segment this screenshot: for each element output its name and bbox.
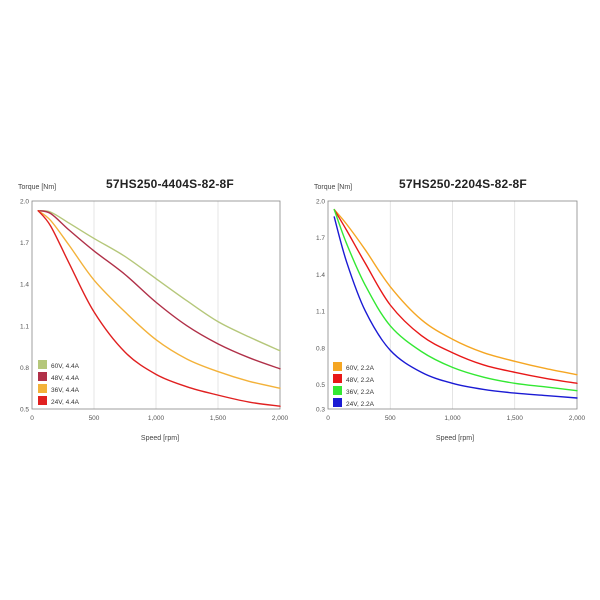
y-tick-label: 1.4 (20, 282, 29, 289)
x-axis-label: Speed [rpm] (436, 435, 474, 442)
legend-label: 36V, 4.4A (51, 387, 80, 394)
legend-label: 36V, 2.2A (346, 389, 375, 396)
chart-title: 57HS250-2204S-82-8F (399, 177, 527, 191)
legend-swatch (333, 386, 342, 395)
x-tick-label: 500 (89, 415, 100, 422)
y-tick-label: 1.1 (316, 309, 325, 316)
series-line-1 (333, 208, 578, 376)
series-line-4 (37, 210, 281, 407)
x-tick-label: 1,500 (210, 415, 227, 422)
legend-swatch (38, 396, 47, 405)
y-axis-label: Torque [Nm] (18, 184, 56, 191)
x-tick-label: 1,500 (507, 415, 524, 422)
legend: 60V, 4.4A 48V, 4.4A 36V, 4.4A 24V, 4.4A (38, 360, 80, 406)
y-tick-label: 1.7 (316, 235, 325, 242)
series-line-3 (37, 210, 281, 389)
legend-swatch (38, 384, 47, 393)
y-tick-label: 1.7 (20, 240, 29, 247)
y-tick-label: 1.4 (316, 272, 325, 279)
x-tick-label: 1,000 (444, 415, 461, 422)
legend-swatch (333, 398, 342, 407)
x-tick-label: 2,000 (569, 415, 586, 422)
x-axis-label: Speed [rpm] (141, 435, 179, 442)
series-line-4 (333, 216, 578, 399)
series-line-2 (333, 208, 578, 385)
legend-swatch (38, 372, 47, 381)
legend-label: 48V, 4.4A (51, 375, 80, 382)
plot-frame (327, 200, 578, 410)
y-tick-label: 0.5 (20, 407, 29, 414)
x-tick-label: 500 (385, 415, 396, 422)
series-line-1 (37, 209, 281, 352)
legend-label: 24V, 2.2A (346, 401, 375, 408)
legend-swatch (333, 374, 342, 383)
plot-frame (31, 200, 281, 410)
chart-panel-2: 57HS250-2204S-82-8F Torque [Nm] Speed [rpm… (314, 177, 586, 442)
x-tick-label: 2,000 (272, 415, 289, 422)
x-tick-label: 0 (326, 415, 330, 422)
legend: 60V, 2.2A 48V, 2.2A 36V, 2.2A 24V, 2.2A (333, 362, 375, 408)
y-tick-label: 1.1 (20, 323, 29, 330)
legend-label: 24V, 4.4A (51, 399, 80, 406)
legend-label: 48V, 2.2A (346, 377, 375, 384)
legend-label: 60V, 2.2A (346, 365, 375, 372)
y-tick-label: 2.0 (316, 199, 325, 206)
y-tick-label: 2.0 (20, 199, 29, 206)
y-axis-label: Torque [Nm] (314, 184, 352, 191)
series-line-3 (333, 208, 578, 392)
legend-label: 60V, 4.4A (51, 363, 80, 370)
chart-title: 57HS250-4404S-82-8F (106, 177, 234, 191)
chart-panel-1: 57HS250-4404S-82-8F Torque [Nm] Speed [rpm… (18, 177, 289, 442)
y-tick-label: 0.5 (316, 382, 325, 389)
series-line-2 (37, 210, 281, 370)
legend-swatch (38, 360, 47, 369)
legend-swatch (333, 362, 342, 371)
y-tick-label: 0.3 (316, 407, 325, 414)
x-tick-label: 1,000 (148, 415, 165, 422)
y-tick-label: 0.8 (20, 365, 29, 372)
y-tick-label: 0.8 (316, 345, 325, 352)
x-tick-label: 0 (30, 415, 34, 422)
